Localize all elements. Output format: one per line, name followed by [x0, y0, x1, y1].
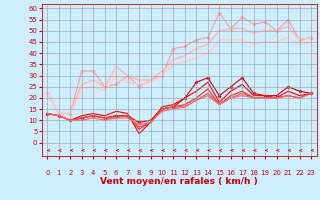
X-axis label: Vent moyen/en rafales ( km/h ): Vent moyen/en rafales ( km/h )	[100, 177, 258, 186]
